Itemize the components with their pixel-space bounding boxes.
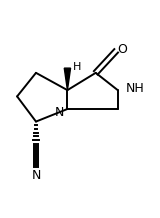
Text: N: N (31, 169, 41, 182)
Text: H: H (73, 61, 81, 72)
Text: NH: NH (126, 82, 144, 95)
Text: O: O (117, 43, 127, 56)
Polygon shape (64, 68, 71, 90)
Text: N: N (55, 106, 64, 119)
